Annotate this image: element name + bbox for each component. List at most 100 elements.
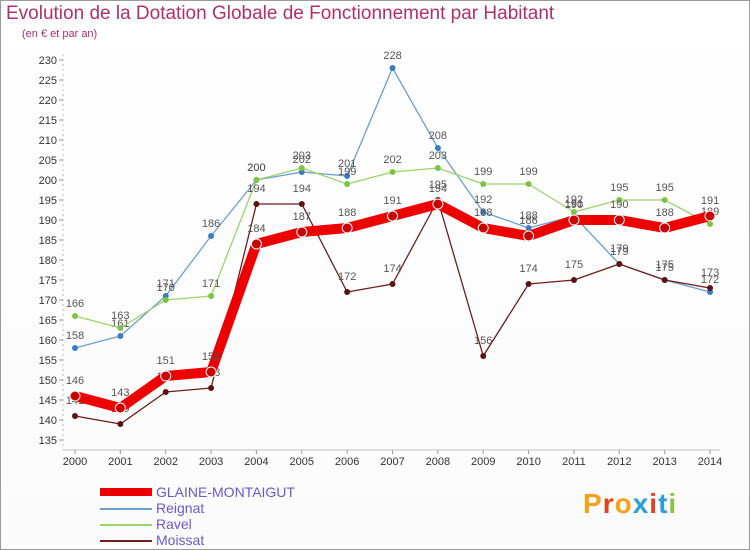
legend-swatch-reignat — [100, 508, 152, 510]
data-label-reignat: 186 — [202, 218, 220, 230]
data-label-moissat: 194 — [293, 183, 311, 195]
data-point-reignat — [434, 145, 441, 151]
data-label-glaine-montaigut: 188 — [338, 207, 356, 219]
data-point-reignat — [208, 233, 215, 239]
y-tick-label: 145 — [39, 395, 57, 407]
y-tick-label: 215 — [39, 115, 57, 127]
data-label-ravel: 203 — [293, 150, 311, 162]
data-point-glaine-montaigut — [432, 198, 444, 210]
data-point-ravel — [344, 181, 351, 187]
series-line-moissat — [74, 199, 711, 425]
data-point-moissat — [162, 389, 169, 395]
x-tick-label: 2009 — [471, 456, 495, 468]
data-point-ravel — [298, 165, 305, 171]
data-label-glaine-montaigut: 187 — [293, 211, 311, 223]
data-point-ravel — [117, 325, 124, 331]
y-tick-label: 175 — [39, 275, 57, 287]
legend-swatch-glaine-montaigut — [100, 488, 152, 496]
x-tick-label: 2014 — [698, 456, 722, 468]
data-label-ravel: 171 — [202, 278, 220, 290]
legend-label-ravel: Ravel — [156, 516, 192, 532]
legend-swatch-ravel — [100, 524, 152, 526]
data-point-moissat — [344, 289, 351, 295]
data-point-reignat — [525, 225, 532, 231]
x-tick-label: 2008 — [426, 456, 450, 468]
y-tick-label: 225 — [39, 75, 57, 87]
data-point-ravel — [480, 181, 487, 187]
data-point-ravel — [661, 197, 668, 203]
data-point-ravel — [434, 165, 441, 171]
x-tick-label: 2013 — [652, 456, 676, 468]
chart-subtitle: (en € et par an) — [22, 28, 98, 40]
data-label-moissat: 175 — [656, 259, 674, 271]
data-label-reignat: 192 — [474, 194, 492, 206]
proxiti-logo: Proxiti — [583, 488, 677, 520]
x-tick-label: 2007 — [380, 456, 404, 468]
data-point-moissat — [661, 277, 668, 283]
data-label-ravel: 170 — [157, 282, 175, 294]
data-label-glaine-montaigut: 194 — [429, 183, 447, 195]
data-point-reignat — [480, 209, 487, 215]
y-tick-label: 190 — [39, 215, 57, 227]
x-tick-label: 2002 — [153, 456, 177, 468]
y-tick-label: 165 — [39, 315, 57, 327]
data-label-moissat: 174 — [383, 263, 401, 275]
data-label-glaine-montaigut: 186 — [519, 215, 537, 227]
y-tick-label: 160 — [39, 335, 57, 347]
data-label-glaine-montaigut: 190 — [565, 199, 583, 211]
data-label-glaine-montaigut: 190 — [610, 199, 628, 211]
data-point-reignat — [389, 65, 396, 71]
y-tick-label: 230 — [39, 55, 57, 67]
data-label-ravel: 195 — [610, 182, 628, 194]
data-point-glaine-montaigut — [341, 222, 353, 234]
x-tick-label: 2004 — [244, 456, 268, 468]
data-label-ravel: 192 — [565, 194, 583, 206]
logo-letter: i — [668, 488, 678, 519]
data-point-glaine-montaigut — [250, 238, 262, 250]
data-point-glaine-montaigut — [160, 370, 172, 382]
data-point-reignat — [72, 345, 78, 351]
x-tick-label: 2006 — [335, 456, 359, 468]
data-point-moissat — [707, 285, 714, 291]
y-tick-label: 170 — [39, 295, 57, 307]
data-label-reignat: 172 — [701, 274, 719, 286]
data-point-ravel — [162, 297, 169, 303]
data-label-ravel: 200 — [247, 162, 265, 174]
data-label-ravel: 163 — [111, 310, 129, 322]
y-tick-label: 135 — [39, 435, 57, 447]
data-point-moissat — [298, 201, 305, 207]
data-label-reignat: 202 — [293, 154, 311, 166]
data-point-ravel — [208, 293, 215, 299]
data-point-ravel — [570, 209, 577, 215]
data-point-reignat — [117, 333, 124, 339]
data-point-glaine-montaigut — [387, 210, 399, 222]
data-label-glaine-montaigut: 184 — [247, 223, 265, 235]
data-label-glaine-montaigut: 191 — [701, 195, 719, 207]
data-label-ravel: 199 — [474, 166, 492, 178]
data-label-reignat: 191 — [565, 198, 583, 210]
data-label-reignat: 228 — [383, 50, 401, 62]
y-tick-label: 205 — [39, 155, 57, 167]
logo-letter: o — [614, 488, 633, 519]
data-label-reignat: 208 — [429, 130, 447, 142]
y-tick-label: 150 — [39, 375, 57, 387]
data-label-reignat: 188 — [519, 210, 537, 222]
y-tick-label: 180 — [39, 255, 57, 267]
x-tick-label: 2010 — [516, 456, 540, 468]
data-label-ravel: 195 — [656, 182, 674, 194]
data-point-ravel — [525, 181, 532, 187]
data-label-moissat: 175 — [565, 259, 583, 271]
data-label-glaine-montaigut: 143 — [111, 387, 129, 399]
logo-letter: t — [658, 488, 669, 519]
x-tick-label: 2012 — [607, 456, 631, 468]
data-point-glaine-montaigut — [205, 366, 217, 378]
data-point-glaine-montaigut — [69, 390, 81, 402]
data-point-glaine-montaigut — [114, 402, 126, 414]
data-label-ravel: 199 — [338, 166, 356, 178]
data-label-reignat: 200 — [247, 162, 265, 174]
data-label-reignat: 179 — [610, 246, 628, 258]
data-point-ravel — [707, 221, 714, 227]
x-tick-label: 2011 — [562, 456, 586, 468]
